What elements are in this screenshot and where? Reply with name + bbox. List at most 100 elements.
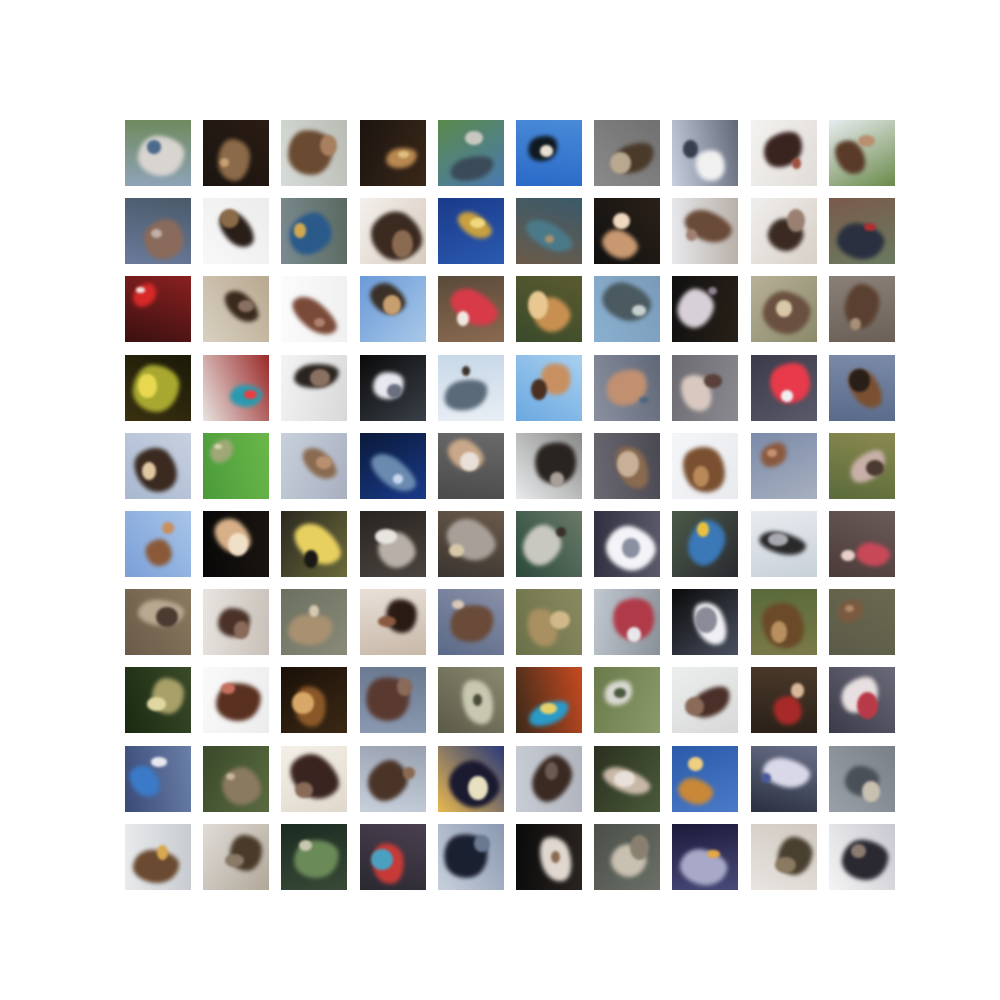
sample-image-tile <box>281 667 347 733</box>
sample-image-tile <box>360 824 426 890</box>
sample-image-tile <box>829 276 895 342</box>
sample-image-tile <box>438 355 504 421</box>
sample-image-tile <box>594 355 660 421</box>
sample-image-tile <box>281 198 347 264</box>
sample-image-tile <box>203 198 269 264</box>
sample-image-tile <box>672 120 738 186</box>
sample-image-tile <box>438 198 504 264</box>
sample-image-tile <box>125 276 191 342</box>
sample-image-tile <box>516 589 582 655</box>
sample-image-tile <box>751 198 817 264</box>
sample-image-tile <box>516 198 582 264</box>
sample-image-tile <box>672 198 738 264</box>
sample-image-tile <box>594 667 660 733</box>
sample-image-tile <box>360 355 426 421</box>
sample-image-tile <box>594 433 660 499</box>
sample-image-tile <box>594 511 660 577</box>
sample-image-tile <box>516 824 582 890</box>
sample-image-tile <box>751 120 817 186</box>
sample-image-tile <box>438 824 504 890</box>
sample-image-tile <box>516 667 582 733</box>
sample-image-tile <box>438 433 504 499</box>
sample-image-tile <box>594 276 660 342</box>
sample-image-tile <box>751 433 817 499</box>
sample-image-tile <box>360 746 426 812</box>
sample-image-tile <box>281 824 347 890</box>
sample-image-tile <box>594 589 660 655</box>
sample-image-tile <box>751 824 817 890</box>
sample-image-tile <box>203 824 269 890</box>
sample-image-tile <box>829 667 895 733</box>
sample-image-tile <box>125 511 191 577</box>
sample-image-tile <box>438 746 504 812</box>
sample-image-tile <box>125 355 191 421</box>
sample-image-tile <box>672 276 738 342</box>
sample-image-tile <box>829 355 895 421</box>
sample-image-tile <box>360 120 426 186</box>
sample-image-tile <box>516 746 582 812</box>
sample-image-tile <box>829 589 895 655</box>
sample-image-tile <box>516 511 582 577</box>
sample-image-tile <box>672 746 738 812</box>
sample-image-tile <box>360 511 426 577</box>
sample-image-tile <box>203 746 269 812</box>
sample-image-tile <box>516 276 582 342</box>
sample-image-tile <box>829 120 895 186</box>
sample-image-tile <box>203 433 269 499</box>
sample-image-tile <box>516 433 582 499</box>
sample-image-tile <box>203 355 269 421</box>
sample-image-tile <box>438 120 504 186</box>
sample-image-tile <box>672 824 738 890</box>
sample-image-tile <box>203 511 269 577</box>
sample-image-tile <box>438 511 504 577</box>
sample-image-tile <box>438 667 504 733</box>
sample-image-tile <box>829 824 895 890</box>
sample-image-tile <box>829 511 895 577</box>
sample-image-tile <box>438 589 504 655</box>
sample-image-tile <box>203 667 269 733</box>
sample-image-tile <box>751 276 817 342</box>
sample-image-tile <box>203 120 269 186</box>
sample-image-tile <box>360 589 426 655</box>
sample-image-tile <box>672 355 738 421</box>
sample-image-tile <box>438 276 504 342</box>
sample-image-tile <box>751 589 817 655</box>
sample-image-tile <box>829 433 895 499</box>
sample-image-tile <box>125 589 191 655</box>
sample-image-tile <box>281 276 347 342</box>
sample-image-tile <box>125 746 191 812</box>
sample-image-tile <box>203 589 269 655</box>
sample-image-tile <box>829 198 895 264</box>
sample-image-tile <box>672 511 738 577</box>
sample-image-tile <box>672 433 738 499</box>
sample-image-tile <box>516 355 582 421</box>
sample-image-tile <box>829 746 895 812</box>
sample-image-tile <box>751 511 817 577</box>
sample-image-tile <box>594 198 660 264</box>
sample-image-tile <box>281 589 347 655</box>
sample-image-tile <box>594 120 660 186</box>
sample-image-tile <box>594 824 660 890</box>
sample-image-tile <box>751 746 817 812</box>
sample-image-tile <box>751 355 817 421</box>
sample-image-tile <box>516 120 582 186</box>
sample-image-tile <box>125 198 191 264</box>
sample-image-tile <box>281 746 347 812</box>
sample-image-tile <box>203 276 269 342</box>
sample-image-tile <box>125 120 191 186</box>
sample-image-tile <box>125 824 191 890</box>
sample-image-tile <box>125 433 191 499</box>
sample-image-tile <box>281 511 347 577</box>
sample-image-tile <box>594 746 660 812</box>
sample-image-tile <box>751 667 817 733</box>
sample-image-tile <box>360 433 426 499</box>
sample-image-tile <box>360 667 426 733</box>
sample-image-tile <box>125 667 191 733</box>
sample-image-tile <box>672 589 738 655</box>
sample-image-tile <box>281 120 347 186</box>
sample-image-tile <box>360 198 426 264</box>
sample-image-tile <box>281 433 347 499</box>
sample-image-tile <box>360 276 426 342</box>
sample-image-tile <box>281 355 347 421</box>
